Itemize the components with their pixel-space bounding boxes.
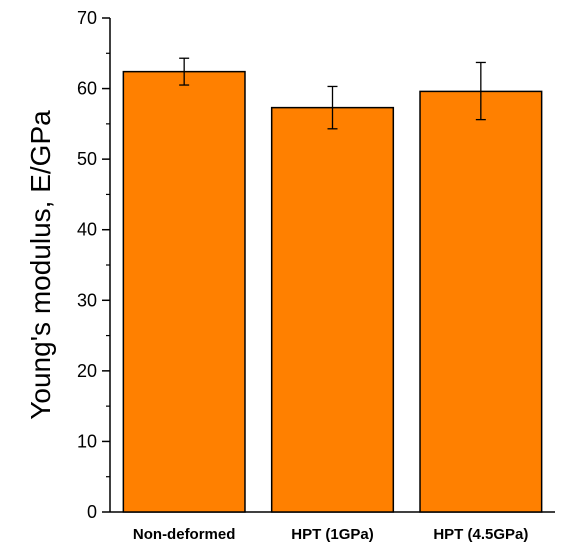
bars xyxy=(122,70,543,513)
x-category-label: HPT (4.5GPa) xyxy=(433,526,528,543)
y-tick-label: 20 xyxy=(77,361,97,381)
x-category-label: HPT (1GPa) xyxy=(291,526,374,543)
y-tick-label: 70 xyxy=(77,8,97,28)
x-category-label: Non-deformed xyxy=(133,526,236,543)
bar xyxy=(270,106,395,513)
y-tick-label: 10 xyxy=(77,431,97,451)
error-bars xyxy=(179,57,486,130)
bar xyxy=(122,70,246,513)
y-tick-label: 50 xyxy=(77,149,97,169)
y-tick-label: 60 xyxy=(77,79,97,99)
y-tick-label: 30 xyxy=(77,290,97,310)
x-tick-labels: Non-deformed HPT (1GPa) HPT (4.5GPa) xyxy=(133,526,528,543)
y-tick-label: 40 xyxy=(77,220,97,240)
y-tick-label: 0 xyxy=(87,502,97,522)
bar xyxy=(419,90,543,513)
y-axis-title: Young's modulus, E/GPa xyxy=(25,110,56,420)
y-ticks: 0 10 20 30 40 50 60 70 xyxy=(77,8,110,522)
